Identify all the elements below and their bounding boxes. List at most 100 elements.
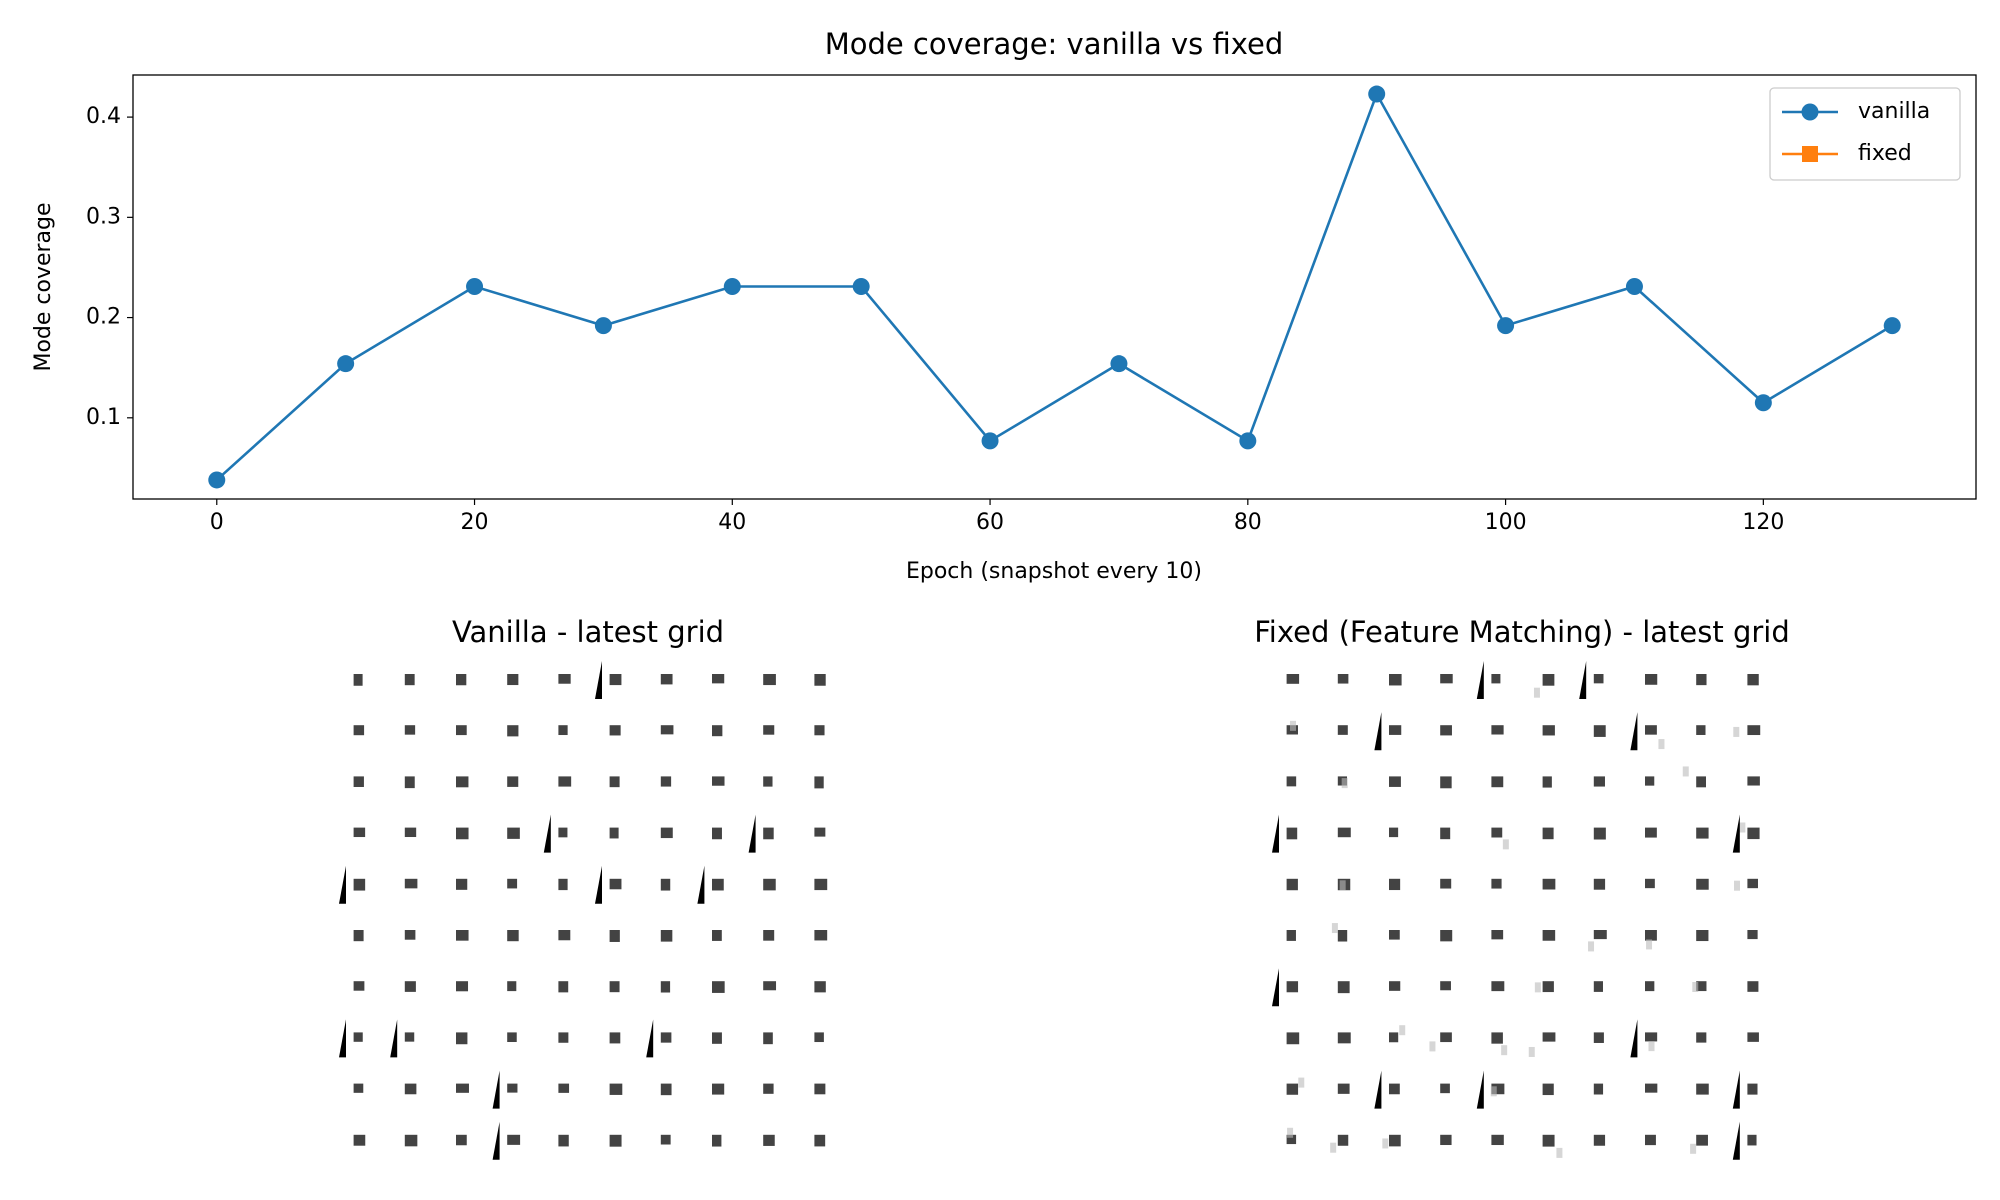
spike [492,1121,500,1160]
glyph [1440,930,1453,942]
glyph [353,725,365,736]
glyph [353,674,363,686]
glyph [1389,981,1401,991]
noise [1502,839,1509,850]
glyph [1389,878,1401,891]
glyph [1645,930,1657,941]
glyph [1337,674,1349,684]
glyph [712,1032,722,1044]
glyph [1645,1032,1658,1042]
glyph [1542,725,1555,736]
glyph [1389,674,1402,686]
glyph [814,981,826,993]
marker [1497,317,1515,335]
x-tick-label: 20 [461,510,489,535]
glyph [404,981,416,992]
glyph [456,776,469,788]
glyph [1696,776,1707,788]
glyph [558,878,568,891]
glyph [456,1083,469,1093]
marker [466,277,484,295]
marker [1625,277,1643,295]
glyph [507,1134,521,1145]
glyph [507,981,517,992]
glyph [712,878,724,891]
glyph [660,827,673,839]
glyph [1542,776,1552,788]
glyph [456,878,468,890]
glyph [1542,930,1556,941]
glyph [609,1032,621,1044]
spike [1732,814,1740,853]
glyph [814,1134,826,1147]
noise [1588,941,1595,952]
noise [1339,880,1346,891]
glyph [1645,1134,1656,1146]
glyph [763,674,776,686]
glyph [1645,1083,1658,1093]
spike [1630,712,1638,751]
x-axis-label: Epoch (snapshot every 10) [906,559,1202,584]
glyph [1389,725,1402,735]
glyph [712,776,725,786]
glyph [1286,674,1300,684]
noise [1682,766,1689,777]
marker [337,355,355,373]
noise [1490,1086,1497,1097]
glyph [1542,878,1556,890]
noise [1733,726,1740,737]
glyph [1286,776,1297,787]
glyph [1696,878,1709,890]
glyph [712,1083,725,1095]
glyph [1389,1134,1401,1147]
glyph [1337,981,1350,994]
spike [1272,968,1279,1007]
noise [1528,1046,1535,1057]
glyph [1747,878,1758,889]
glyph [609,776,620,788]
panel-title: Fixed (Feature Matching) - latest grid [1254,615,1790,649]
glyph [404,1134,418,1147]
glyph [1645,776,1655,786]
glyph [712,930,722,941]
spike [595,865,602,904]
glyph [1286,981,1299,993]
x-tick-label: 100 [1485,510,1527,535]
glyph [1747,930,1758,940]
glyph [1337,1032,1351,1044]
glyph [763,776,773,787]
glyph [1286,827,1298,840]
spike [1630,1019,1638,1058]
glyph [456,1032,468,1045]
glyph [609,878,622,890]
glyph [507,674,519,686]
spike [1732,1121,1740,1160]
noise [1658,739,1665,750]
chart-title: Mode coverage: vanilla vs fixed [825,27,1284,61]
glyph [814,827,826,837]
glyph [1542,1083,1554,1096]
glyph [712,725,723,737]
glyph [507,1083,518,1093]
glyph [609,1083,623,1095]
legend: vanilla fixed [1769,87,1961,181]
y-tick-label: 0.1 [86,405,121,430]
glyph [660,1083,672,1096]
x-tick-label: 40 [718,510,746,535]
glyph [814,1032,824,1043]
glyph [1696,981,1707,992]
plot-frame [132,74,1977,500]
spike [595,661,602,699]
glyph [1645,827,1657,838]
glyph [763,827,774,840]
x-tick-label: 60 [976,510,1004,535]
glyph [1491,725,1504,735]
marker [1802,146,1818,162]
spike [339,1019,346,1058]
glyph [1747,1032,1759,1042]
noise [1298,1077,1305,1088]
glyph [558,1083,570,1093]
noise [1534,982,1541,993]
glyph [1491,878,1502,889]
glyph [1747,1083,1758,1095]
